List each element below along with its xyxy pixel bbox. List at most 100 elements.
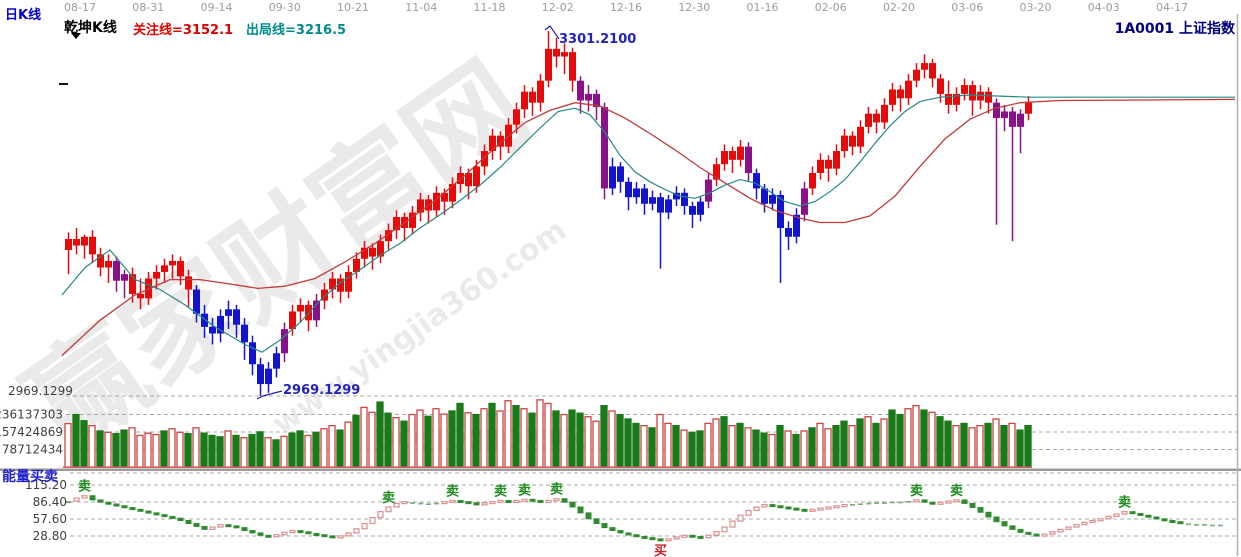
candle-body bbox=[289, 311, 296, 330]
oscillator-mark bbox=[225, 524, 232, 528]
oscillator-mark bbox=[89, 495, 96, 501]
oscillator-mark bbox=[866, 502, 871, 505]
candle-body bbox=[497, 135, 504, 147]
volume-bar bbox=[944, 420, 952, 468]
oscillator-mark bbox=[1145, 514, 1152, 518]
oscillator-mark bbox=[1089, 519, 1096, 524]
candle-body bbox=[649, 197, 656, 204]
volume-bar bbox=[912, 404, 920, 468]
oscillator-mark bbox=[898, 501, 903, 504]
volume-bar bbox=[728, 424, 736, 468]
chart-period-label[interactable]: 日K线 bbox=[5, 8, 42, 23]
candle-body bbox=[889, 89, 896, 105]
oscillator-mark bbox=[377, 511, 384, 519]
oscillator-mark bbox=[753, 506, 760, 512]
oscillator-mark bbox=[713, 531, 720, 536]
volume-bar bbox=[600, 404, 608, 468]
date-tick: 08-17 bbox=[64, 1, 96, 14]
date-tick: 11-18 bbox=[474, 1, 506, 14]
oscillator-panel-title[interactable]: 能量买卖 bbox=[2, 469, 58, 485]
candle-body bbox=[513, 109, 520, 125]
candle-body bbox=[601, 107, 608, 189]
volume-bar bbox=[136, 434, 144, 468]
volume-bar bbox=[320, 428, 328, 468]
indicator-name-label[interactable]: 乾坤K线 bbox=[64, 20, 117, 36]
candle-body bbox=[441, 192, 448, 202]
chevron-down-icon[interactable] bbox=[71, 33, 81, 39]
volume-bar bbox=[384, 412, 392, 468]
volume-bar bbox=[624, 418, 632, 468]
candle-body bbox=[249, 342, 256, 365]
candle-body bbox=[825, 159, 832, 169]
oscillator-mark bbox=[369, 516, 376, 525]
symbol-name-label[interactable]: 1A0001 上证指数 bbox=[1114, 21, 1235, 37]
candle-body bbox=[641, 188, 648, 204]
oscillator-mark bbox=[1057, 528, 1064, 533]
candle-body bbox=[809, 173, 816, 189]
oscillator-mark bbox=[665, 538, 672, 542]
candle-body bbox=[945, 93, 952, 105]
oscillator-mark bbox=[473, 502, 480, 506]
volume-bar bbox=[480, 408, 488, 468]
candle-body bbox=[225, 309, 232, 316]
oscillator-mark bbox=[553, 498, 560, 502]
oscillator-mark bbox=[617, 530, 624, 534]
volume-bar bbox=[616, 413, 624, 468]
date-tick: 01-16 bbox=[747, 1, 779, 14]
volume-bar bbox=[472, 413, 480, 468]
volume-bar bbox=[504, 400, 512, 468]
candle-body bbox=[313, 300, 320, 321]
candle-body bbox=[89, 236, 96, 255]
candle-body bbox=[337, 278, 344, 292]
volume-bar bbox=[976, 424, 984, 468]
oscillator-mark bbox=[809, 508, 816, 512]
candles-layer bbox=[65, 31, 1032, 396]
oscillator-mark bbox=[769, 504, 776, 508]
volume-bars bbox=[64, 399, 1032, 468]
oscillator-mark bbox=[1169, 520, 1176, 524]
gridlines bbox=[66, 395, 1237, 537]
candle-body bbox=[433, 192, 440, 211]
volume-bar bbox=[432, 408, 440, 468]
candle-body bbox=[177, 260, 184, 277]
oscillator-mark bbox=[385, 506, 392, 513]
volume-bar bbox=[520, 408, 528, 468]
volume-bar bbox=[104, 431, 112, 468]
oscillator-mark bbox=[969, 502, 976, 509]
candle-body bbox=[937, 78, 944, 94]
oscillator-mark bbox=[313, 533, 320, 537]
date-tick: 12-30 bbox=[678, 1, 710, 14]
oscillator-mark bbox=[185, 520, 192, 524]
volume-bar bbox=[192, 427, 200, 468]
volume-bar bbox=[64, 422, 72, 468]
oscillator-mark bbox=[913, 499, 920, 503]
oscillator-mark bbox=[817, 507, 824, 511]
volume-bar bbox=[408, 413, 416, 468]
candle-body bbox=[1001, 111, 1008, 119]
volume-bar bbox=[536, 399, 544, 468]
volume-bar bbox=[264, 437, 272, 468]
date-tick: 04-17 bbox=[1156, 1, 1188, 14]
oscillator-mark bbox=[1025, 531, 1032, 535]
candle-body bbox=[585, 93, 592, 101]
oscillator-mark bbox=[993, 516, 1000, 523]
oscillator-mark bbox=[737, 514, 744, 522]
oscillator-mark bbox=[465, 501, 472, 505]
oscillator-mark bbox=[145, 510, 152, 514]
volume-bar bbox=[176, 431, 184, 468]
oscillator-mark bbox=[745, 509, 752, 516]
sell-signal: 卖 bbox=[1118, 495, 1131, 511]
candle-body bbox=[281, 329, 288, 354]
oscillator-mark bbox=[209, 526, 216, 530]
candle-body bbox=[689, 205, 696, 215]
date-tick: 08-31 bbox=[132, 1, 164, 14]
candle-body bbox=[697, 201, 704, 215]
oscillator-mark bbox=[1049, 531, 1056, 535]
oscillator-mark bbox=[177, 517, 184, 522]
candle-body bbox=[905, 80, 912, 99]
oscillator-mark bbox=[945, 500, 952, 504]
candle-body bbox=[985, 91, 992, 103]
candle-body bbox=[209, 326, 216, 334]
oscillator-mark bbox=[1121, 511, 1128, 515]
